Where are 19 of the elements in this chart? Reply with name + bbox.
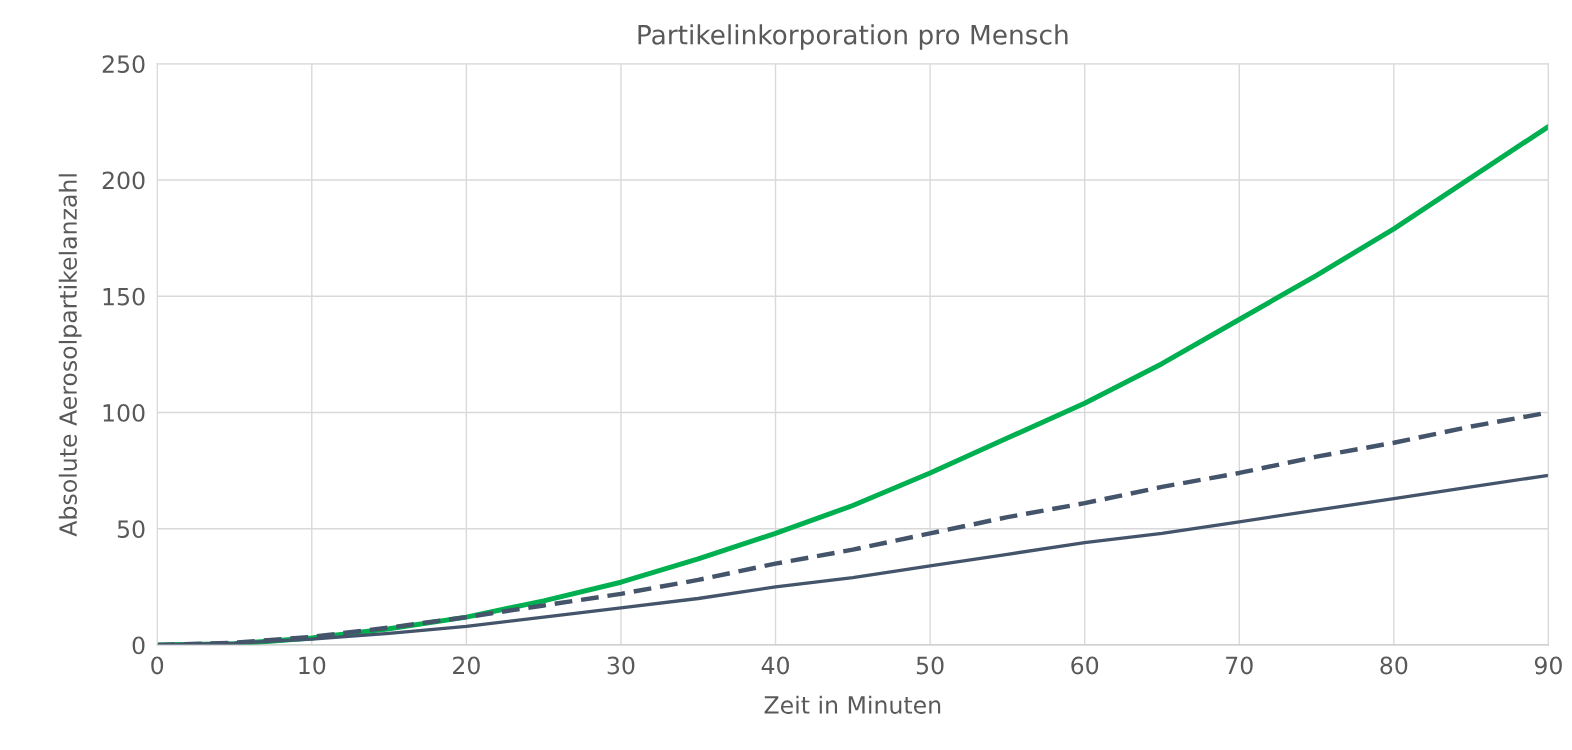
x-axis-title: Zeit in Minuten — [764, 695, 941, 714]
y-tick-label: 150 — [103, 287, 145, 306]
x-tick-label: 30 — [607, 656, 635, 675]
x-tick-label: 90 — [1534, 656, 1562, 675]
x-tick-label: 40 — [761, 656, 789, 675]
x-tick-label: 20 — [453, 656, 480, 675]
x-tick-label: 60 — [1071, 656, 1099, 675]
y-tick-label: 0 — [132, 636, 145, 655]
x-tick-label: 10 — [299, 656, 326, 675]
x-tick-label: 70 — [1226, 656, 1253, 675]
y-axis-title: Absolute Aerosolpartikelanzahl — [58, 174, 82, 537]
y-tick-label: 100 — [103, 403, 145, 422]
x-tick-label: 50 — [916, 656, 944, 675]
x-tick-label: 0 — [151, 656, 164, 675]
chart-title: Partikelinkorporation pro Mensch — [638, 24, 1068, 50]
x-tick-label: 80 — [1380, 656, 1408, 675]
y-tick-label: 250 — [102, 55, 145, 74]
y-tick-label: 200 — [102, 171, 145, 190]
y-tick-label: 50 — [117, 520, 145, 539]
